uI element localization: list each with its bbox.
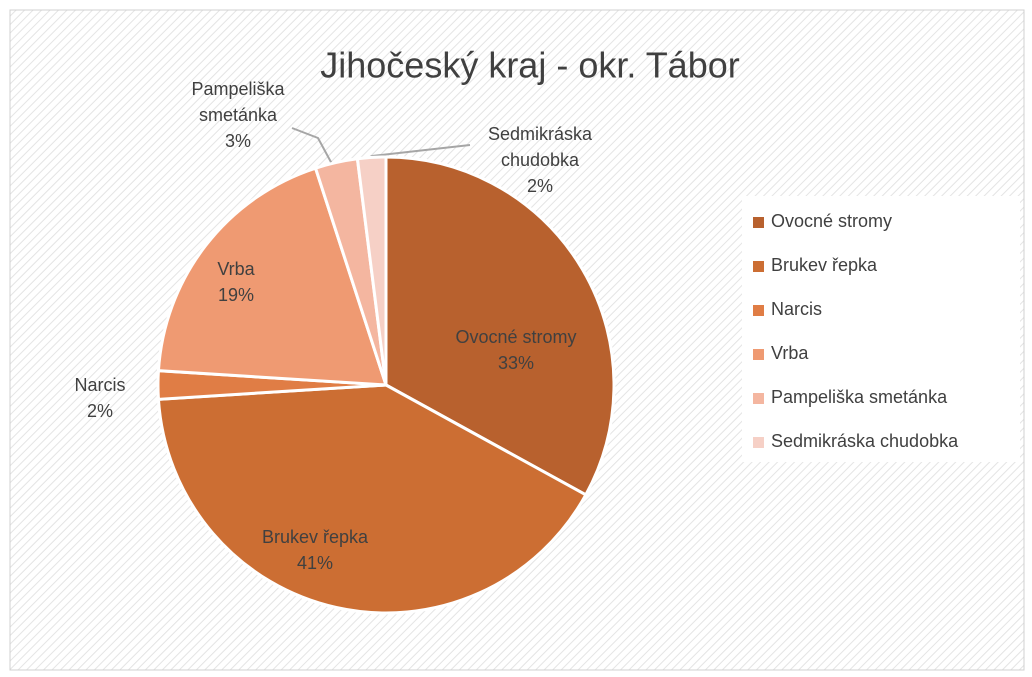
data-label: Pampeliška smetánka 3%	[183, 76, 293, 154]
label-value: 33%	[497, 353, 535, 373]
leader-line	[291, 127, 333, 165]
data-label: Brukev řepka 41%	[215, 524, 415, 576]
legend-label: Brukev řepka	[771, 255, 878, 275]
pie-slice	[384, 155, 616, 497]
legend-entry: Ovocné stromy	[771, 211, 892, 232]
label-value: 41%	[296, 553, 334, 573]
legend-swatch	[753, 437, 764, 448]
pie-slice	[156, 166, 389, 387]
legend-entry: Narcis	[771, 299, 822, 320]
pie-slice	[355, 155, 388, 386]
chart-title: Jihočeský kraj - okr. Tábor	[320, 45, 739, 86]
legend-box	[742, 196, 1020, 462]
label-category: Sedmikráska chudobka	[487, 124, 593, 170]
label-category: Brukev řepka	[261, 527, 369, 547]
data-label: Sedmikráska chudobka 2%	[475, 121, 605, 199]
legend-entry: Brukev řepka	[771, 255, 877, 276]
legend-entry: Vrba	[771, 343, 808, 364]
legend-swatch	[753, 217, 764, 228]
label-value: 19%	[217, 285, 255, 305]
label-value: 2%	[86, 401, 113, 421]
legend-label: Ovocné stromy	[771, 211, 893, 231]
label-category: Ovocné stromy	[455, 327, 577, 347]
legend-label: Vrba	[771, 343, 809, 363]
legend-swatch	[753, 393, 764, 404]
label-category: Vrba	[217, 259, 255, 279]
legend-entry: Pampeliška smetánka	[771, 387, 947, 408]
legend-swatch	[753, 261, 764, 272]
legend-label: Pampeliška smetánka	[771, 387, 948, 407]
legend-swatch	[753, 305, 764, 316]
data-label: Ovocné stromy 33%	[416, 324, 616, 376]
legend-entry: Sedmikráska chudobka	[771, 431, 958, 452]
label-category: Pampeliška smetánka	[191, 79, 285, 125]
legend-swatch	[753, 349, 764, 360]
label-value: 2%	[526, 176, 553, 196]
pie-slice	[156, 383, 588, 615]
data-label: Narcis 2%	[40, 372, 160, 424]
legend-label: Narcis	[771, 299, 823, 319]
label-value: 3%	[224, 131, 251, 151]
legend-label: Sedmikráska chudobka	[771, 431, 959, 451]
label-category: Narcis	[74, 375, 126, 395]
data-label: Vrba 19%	[176, 256, 296, 308]
